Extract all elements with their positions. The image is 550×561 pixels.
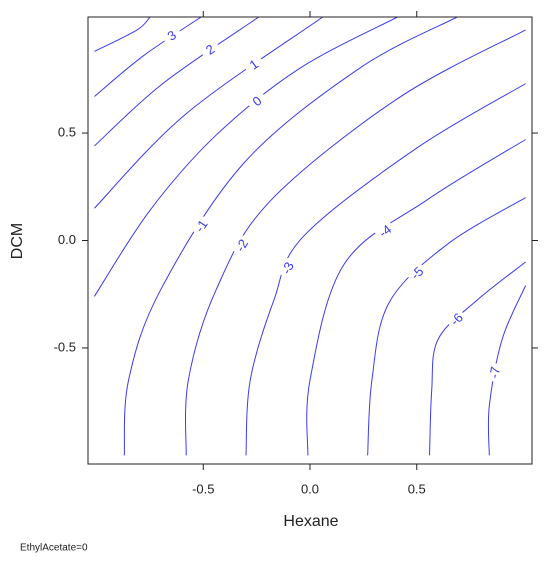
contour-label-bg (199, 39, 223, 62)
x-tick-label: 0.5 (408, 481, 426, 496)
y-tick-label: 0.0 (58, 232, 76, 247)
contour-label-bg (232, 234, 254, 258)
contour-line (185, 29, 526, 456)
x-tick-label: 0.0 (301, 481, 319, 496)
contour-label-bg (243, 54, 266, 77)
contour-label: -6 (447, 310, 466, 329)
y-tick-label: 0.5 (58, 124, 76, 139)
contour-label-bg (191, 215, 213, 238)
contour-label: -3 (278, 260, 296, 277)
x-tick-label: -0.5 (192, 481, 214, 496)
contour-line (123, 17, 458, 456)
contour-label-bg (445, 308, 469, 332)
contour-line (93, 17, 398, 297)
contour-label-bg (406, 262, 430, 286)
contour-line (429, 261, 526, 456)
contour-label-bg (246, 90, 270, 113)
contour-line (94, 17, 324, 209)
y-tick-label: -0.5 (54, 339, 76, 354)
contour-label-bg (278, 257, 299, 280)
plot-frame (87, 16, 533, 465)
contour-label-bg (374, 220, 398, 243)
contour-layer (93, 17, 527, 456)
x-axis-label: Hexane (283, 513, 338, 530)
y-axis-label: DCM (9, 223, 26, 259)
footnote: EthylAcetate=0 (20, 543, 88, 554)
contour-line (245, 83, 526, 456)
contour-label: -4 (376, 222, 394, 241)
contour-line (94, 17, 151, 52)
contour-line (306, 139, 526, 456)
contour-line (367, 197, 526, 456)
contour-line (94, 17, 202, 97)
contour-label-bg (487, 362, 505, 383)
contour-line (94, 17, 260, 147)
contour-label-bg (160, 25, 184, 48)
contour-label: -7 (486, 365, 503, 379)
contour-label: -5 (408, 264, 427, 283)
